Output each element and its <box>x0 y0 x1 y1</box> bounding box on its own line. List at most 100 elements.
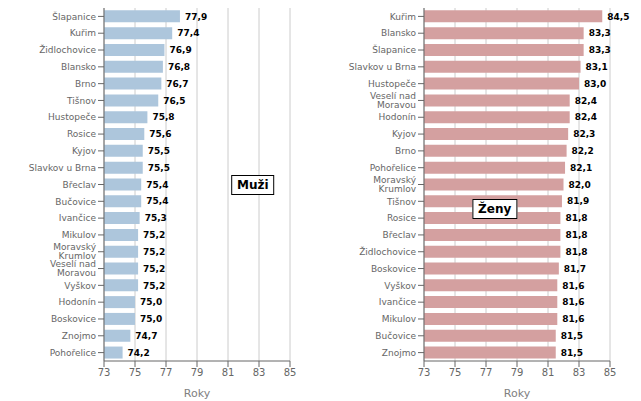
svg-text:Šlapanice: Šlapanice <box>52 11 96 22</box>
svg-text:Blansko: Blansko <box>381 28 416 38</box>
svg-text:Kyjov: Kyjov <box>392 129 417 139</box>
svg-text:83,0: 83,0 <box>584 79 606 89</box>
svg-text:Pohořelice: Pohořelice <box>370 163 417 173</box>
svg-text:Brno: Brno <box>75 79 96 89</box>
svg-text:75,2: 75,2 <box>143 281 165 291</box>
svg-text:79: 79 <box>511 367 524 378</box>
svg-text:Boskovice: Boskovice <box>51 314 97 324</box>
svg-text:74,2: 74,2 <box>128 348 150 358</box>
svg-text:81,8: 81,8 <box>565 230 587 240</box>
svg-text:76,8: 76,8 <box>168 62 190 72</box>
svg-text:82,3: 82,3 <box>573 129 595 139</box>
svg-text:Roky: Roky <box>184 387 211 400</box>
svg-text:73: 73 <box>418 367 431 378</box>
svg-text:82,0: 82,0 <box>569 180 591 190</box>
svg-text:81: 81 <box>222 367 235 378</box>
svg-text:84,5: 84,5 <box>607 12 629 22</box>
svg-text:75,0: 75,0 <box>140 297 162 307</box>
svg-text:Břeclav: Břeclav <box>62 180 96 190</box>
svg-text:Kuřim: Kuřim <box>70 28 96 38</box>
svg-text:83,1: 83,1 <box>586 62 608 72</box>
svg-text:85: 85 <box>284 367 297 378</box>
svg-text:77,9: 77,9 <box>185 12 207 22</box>
svg-text:Bučovice: Bučovice <box>55 197 96 207</box>
svg-text:Veselí nadMoravou: Veselí nadMoravou <box>50 259 96 278</box>
svg-text:Blansko: Blansko <box>61 62 96 72</box>
svg-text:73: 73 <box>98 367 111 378</box>
svg-text:75,5: 75,5 <box>148 146 170 156</box>
svg-text:Tišnov: Tišnov <box>66 96 97 106</box>
svg-text:75,3: 75,3 <box>145 213 167 223</box>
svg-text:77: 77 <box>480 367 493 378</box>
svg-text:75,8: 75,8 <box>152 112 174 122</box>
svg-text:Šlapanice: Šlapanice <box>372 44 416 55</box>
svg-text:81,6: 81,6 <box>562 281 584 291</box>
svg-text:76,5: 76,5 <box>163 96 185 106</box>
svg-text:75,6: 75,6 <box>149 129 171 139</box>
svg-text:Břeclav: Břeclav <box>382 230 416 240</box>
svg-text:83: 83 <box>573 367 586 378</box>
svg-text:75,0: 75,0 <box>140 314 162 324</box>
svg-text:Slavkov u Brna: Slavkov u Brna <box>29 163 96 173</box>
svg-text:82,2: 82,2 <box>572 146 594 156</box>
svg-text:74,7: 74,7 <box>135 331 157 341</box>
svg-text:75,2: 75,2 <box>143 247 165 257</box>
svg-text:81,5: 81,5 <box>561 331 583 341</box>
svg-text:81,8: 81,8 <box>565 247 587 257</box>
svg-text:Znojmo: Znojmo <box>62 331 97 341</box>
svg-text:Kuřim: Kuřim <box>390 12 416 22</box>
svg-text:81,5: 81,5 <box>561 348 583 358</box>
svg-text:Bučovice: Bučovice <box>375 331 416 341</box>
svg-text:75,4: 75,4 <box>146 196 168 206</box>
svg-text:Hodonín: Hodonín <box>379 112 416 122</box>
svg-text:Mikulov: Mikulov <box>62 230 97 240</box>
svg-text:Hodonín: Hodonín <box>59 297 96 307</box>
svg-text:81,6: 81,6 <box>562 297 584 307</box>
svg-text:Hustopeče: Hustopeče <box>48 112 96 122</box>
svg-text:Veselí nadMoravou: Veselí nadMoravou <box>370 91 416 110</box>
svg-text:75: 75 <box>129 367 142 378</box>
svg-text:Znojmo: Znojmo <box>382 348 417 358</box>
svg-text:Židlochovice: Židlochovice <box>39 44 96 55</box>
svg-text:Rosice: Rosice <box>387 213 416 223</box>
svg-text:Pohořelice: Pohořelice <box>50 348 97 358</box>
svg-text:81: 81 <box>542 367 555 378</box>
svg-text:Boskovice: Boskovice <box>371 264 417 274</box>
svg-text:MoravskýKrumlov: MoravskýKrumlov <box>373 175 416 194</box>
svg-text:81,7: 81,7 <box>564 264 586 274</box>
svg-text:76,9: 76,9 <box>169 45 191 55</box>
svg-text:83: 83 <box>253 367 266 378</box>
svg-text:Hustopeče: Hustopeče <box>368 79 416 89</box>
svg-text:82,4: 82,4 <box>575 96 597 106</box>
svg-text:Kyjov: Kyjov <box>72 146 97 156</box>
svg-text:Roky: Roky <box>504 387 531 400</box>
svg-text:81,8: 81,8 <box>565 213 587 223</box>
svg-text:75: 75 <box>449 367 462 378</box>
svg-text:75,2: 75,2 <box>143 264 165 274</box>
svg-text:Brno: Brno <box>395 146 416 156</box>
svg-text:82,4: 82,4 <box>575 112 597 122</box>
svg-text:Ivančice: Ivančice <box>379 297 417 307</box>
svg-text:85: 85 <box>604 367 617 378</box>
svg-text:Vyškov: Vyškov <box>64 281 96 291</box>
svg-text:Ivančice: Ivančice <box>59 213 97 223</box>
svg-text:76,7: 76,7 <box>166 79 188 89</box>
svg-text:75,5: 75,5 <box>148 163 170 173</box>
svg-text:83,3: 83,3 <box>589 28 611 38</box>
svg-text:77: 77 <box>160 367 173 378</box>
svg-text:Vyškov: Vyškov <box>384 281 416 291</box>
svg-text:83,3: 83,3 <box>589 45 611 55</box>
svg-text:Slavkov u Brna: Slavkov u Brna <box>349 62 416 72</box>
html-text:Muži: Muži <box>237 177 269 192</box>
svg-text:Tišnov: Tišnov <box>386 197 417 207</box>
svg-text:81,6: 81,6 <box>562 314 584 324</box>
svg-text:Rosice: Rosice <box>67 129 96 139</box>
svg-text:82,1: 82,1 <box>570 163 592 173</box>
svg-text:81,9: 81,9 <box>567 196 589 206</box>
svg-text:Mikulov: Mikulov <box>382 314 417 324</box>
svg-text:77,4: 77,4 <box>177 28 199 38</box>
svg-text:75,2: 75,2 <box>143 230 165 240</box>
svg-text:75,4: 75,4 <box>146 180 168 190</box>
svg-text:Židlochovice: Židlochovice <box>359 246 416 257</box>
svg-text:79: 79 <box>191 367 204 378</box>
